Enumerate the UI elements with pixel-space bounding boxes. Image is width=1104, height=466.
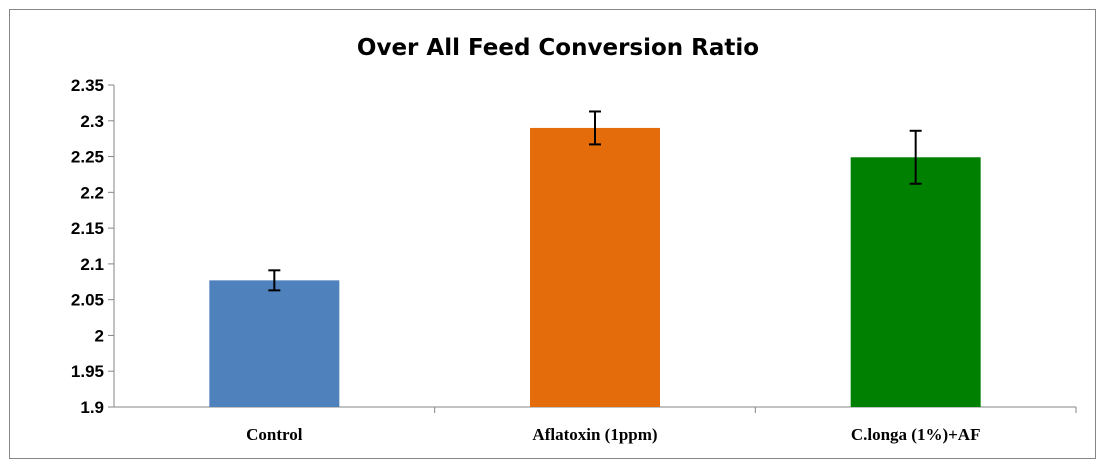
x-tick-label: Control [246, 425, 303, 444]
bars [209, 127, 981, 407]
chart-frame: Over All Feed Conversion Ratio 1.9 1.95 2 2… [9, 9, 1096, 459]
y-tick-label: 1.95 [71, 362, 104, 381]
y-tick-label: 1.9 [80, 398, 104, 417]
y-axis: 1.9 1.95 2 2.05 2.1 2.15 2.2 2.25 2.3 2.35 [71, 76, 115, 417]
y-tick-label: 2.15 [71, 219, 104, 238]
y-tick-label: 2.35 [71, 76, 104, 95]
feed-conversion-chart: Over All Feed Conversion Ratio 1.9 1.95 2 2… [71, 35, 1077, 444]
y-tick-label: 2.25 [71, 148, 104, 167]
chart-title: Over All Feed Conversion Ratio [357, 35, 759, 61]
x-axis: Control Aflatoxin (1ppm) C.longa (1%)+AF [114, 406, 1077, 444]
x-tick-label: Aflatoxin (1ppm) [532, 425, 657, 444]
y-tick-label: 2.2 [80, 183, 104, 202]
bar-3 [850, 157, 981, 407]
error-bars [268, 110, 922, 292]
y-tick-label: 2.1 [80, 255, 104, 274]
x-tick-label: C.longa (1%)+AF [851, 425, 981, 444]
bar-2 [530, 127, 660, 407]
y-tick-label: 2.3 [80, 112, 104, 131]
y-tick-label: 2.05 [71, 291, 104, 310]
y-tick-label: 2 [95, 326, 104, 345]
bar-1 [209, 280, 340, 407]
